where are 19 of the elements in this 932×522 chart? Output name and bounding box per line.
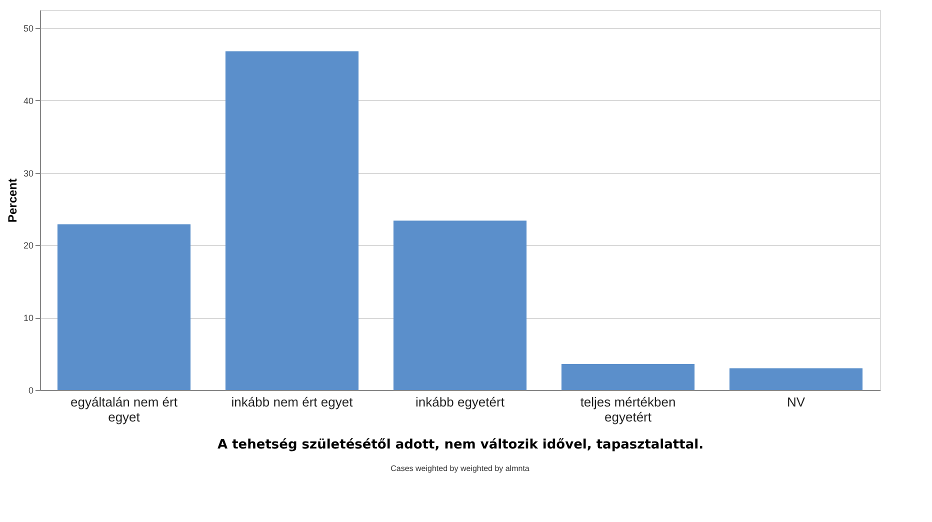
- y-tick-label: 0: [28, 386, 34, 396]
- x-tick-label: NV: [786, 394, 806, 410]
- y-axis-title: Percent: [5, 178, 20, 223]
- y-tick-label: 20: [23, 240, 34, 251]
- y-tick-label: 40: [23, 96, 34, 106]
- y-tick-label: 10: [23, 313, 34, 324]
- x-tick-label: egyáltalán nem ért egyet: [70, 394, 178, 424]
- bar: [393, 220, 527, 390]
- y-tick-label: 30: [23, 168, 34, 178]
- bar: [729, 368, 863, 390]
- x-tick-label: teljes mértékben egyetért: [580, 394, 676, 424]
- x-tick-label: inkább egyetért: [416, 394, 505, 410]
- bar: [57, 224, 191, 390]
- bar: [225, 51, 359, 390]
- x-axis-title: A tehetség születésétől adott, nem változik idővel, tapasztalattal.: [217, 438, 704, 452]
- x-tick-label: inkább nem ért egyet: [231, 394, 354, 410]
- y-tick-label: 50: [23, 24, 34, 34]
- bar: [561, 364, 695, 390]
- text: Cases weighted by weighted by almnta: [390, 464, 530, 473]
